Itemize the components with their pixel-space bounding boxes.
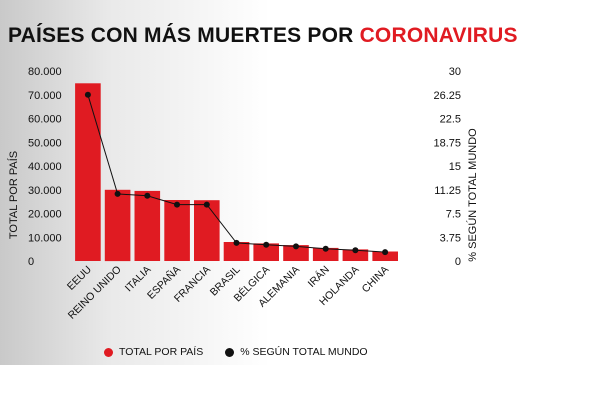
- line-point-9: [352, 247, 359, 254]
- legend: TOTAL POR PAÍS % SEGÚN TOTAL MUNDO: [104, 346, 382, 358]
- y-tick-label: 80.000: [28, 66, 62, 78]
- bar-2: [134, 190, 161, 261]
- y2-axis-label: % SEGÚN TOTAL MUNDO: [466, 128, 479, 262]
- y-tick-label: 50.000: [28, 137, 62, 149]
- y2-tick-label: 3.75: [440, 232, 461, 244]
- x-tick-label: CHINA: [360, 264, 392, 296]
- bar-7: [283, 245, 309, 261]
- y2-tick-label: 30: [449, 66, 461, 78]
- line-point-3: [174, 201, 180, 208]
- bar-1: [104, 189, 131, 262]
- bar-3: [164, 200, 190, 261]
- y-tick-label: 30.000: [28, 185, 62, 197]
- legend-swatch-line: [225, 347, 235, 357]
- y2-tick-label: 18.75: [433, 137, 461, 149]
- line-point-8: [322, 245, 329, 252]
- legend-label-line: % SEGÚN TOTAL MUNDO: [240, 346, 368, 358]
- y-axis-label: TOTAL POR PAÍS: [7, 151, 20, 239]
- y2-tick-label: 7.5: [446, 209, 461, 221]
- legend-swatch-bars: [104, 347, 113, 357]
- bar-6: [253, 243, 279, 261]
- chart-title-highlight: CORONAVIRUS: [359, 24, 518, 47]
- line-point-4: [203, 201, 210, 208]
- series-line: [87, 94, 386, 253]
- y-tick-label: 0: [28, 256, 34, 268]
- y-tick-label: 10.000: [28, 232, 62, 244]
- chart: 0 10.000 20.000 30.000 40.000 50.000 60.000 70.…: [7, 66, 479, 322]
- y-tick-label: 40.000: [28, 161, 62, 173]
- legend-label-bars: TOTAL POR PAÍS: [119, 346, 204, 358]
- legend-item-bars: TOTAL POR PAÍS: [104, 346, 203, 358]
- y-tick-label: 60.000: [28, 114, 62, 126]
- legend-item-line: % SEGÚN TOTAL MUNDO: [225, 346, 368, 358]
- y-tick-label: 20.000: [28, 209, 62, 221]
- line-point-2: [144, 192, 151, 199]
- line-point-0: [84, 91, 91, 98]
- line-point-10: [382, 249, 389, 256]
- chart-title: PAÍSES CON MÁS MUERTES POR CORONAVIRUS: [8, 24, 518, 48]
- x-tick-label: IRÁN: [305, 263, 332, 290]
- bar-8: [312, 247, 339, 261]
- line-point-1: [114, 190, 121, 197]
- line-point-5: [233, 239, 240, 246]
- line-point-6: [263, 241, 270, 248]
- chart-title-prefix: PAÍSES CON MÁS MUERTES POR: [8, 24, 360, 47]
- y2-tick-label: 22.5: [440, 114, 461, 126]
- y2-tick-label: 15: [449, 161, 461, 173]
- bar-10: [372, 251, 398, 261]
- bar-4: [194, 200, 220, 261]
- bar-0: [75, 83, 101, 261]
- y2-tick-label: 0: [455, 256, 461, 268]
- y-tick-label: 70.000: [28, 90, 62, 102]
- y2-tick-label: 11.25: [434, 185, 461, 197]
- line-point-7: [293, 243, 299, 250]
- bar-5: [223, 242, 250, 261]
- y2-tick-label: 26.25: [433, 90, 461, 102]
- x-tick-label: REINO UNIDO: [66, 264, 124, 322]
- bar-9: [342, 249, 369, 261]
